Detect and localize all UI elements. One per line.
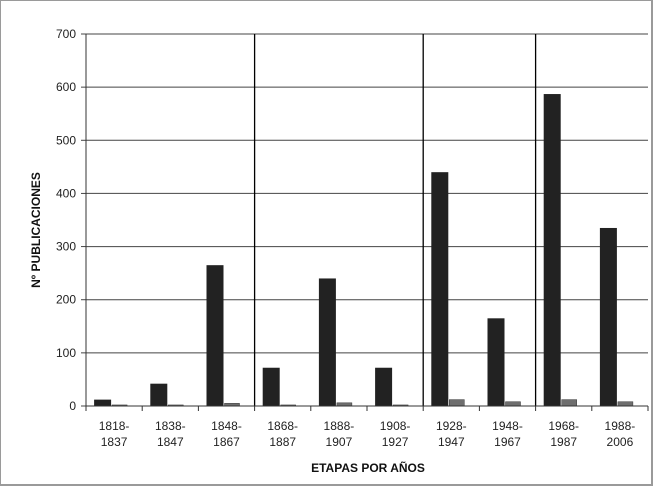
bar-series-2: [617, 401, 634, 407]
x-tick-label: 1968-1987: [548, 419, 579, 449]
y-tick-label: 300: [56, 240, 76, 254]
y-tick-label: 100: [56, 346, 76, 360]
x-tick-label: 1888-1907: [324, 419, 355, 449]
x-tick-label: 1948-1967: [492, 419, 523, 449]
y-tick-label: 400: [56, 186, 76, 200]
bar-series-1: [487, 318, 505, 406]
bar-series-1: [318, 278, 336, 406]
gridlines: [81, 33, 648, 407]
bar-series-2: [561, 399, 577, 407]
x-axis-tick-labels: 1818-1837 1838-1847 1848-1867 1868-1887 1888…: [99, 419, 636, 449]
x-tick-label: 1928-1947: [436, 419, 467, 449]
y-tick-label: 700: [56, 27, 76, 41]
x-tick-label: 1868-1887: [267, 419, 298, 449]
x-tick-label: 1988-2006: [605, 419, 636, 449]
axes: [85, 34, 649, 411]
bar-series-1: [599, 227, 617, 406]
y-tick-label: 600: [56, 80, 76, 94]
bar-series-1: [94, 399, 112, 406]
x-tick-label: 1818-1837: [99, 419, 130, 449]
bar-series-1: [206, 265, 224, 406]
stage-dividers: [253, 34, 537, 406]
y-axis-title: Nº PUBLICACIONES: [29, 172, 43, 288]
y-tick-label: 0: [69, 399, 76, 413]
x-axis-title: ETAPAS POR AÑOS: [311, 460, 425, 475]
x-tick-label: 1908-1927: [380, 419, 411, 449]
bar-series-1: [375, 367, 393, 406]
y-tick-label: 500: [56, 133, 76, 147]
bar-series-1: [543, 94, 561, 407]
bar-series-1: [431, 172, 449, 406]
x-tick-label: 1838-1847: [155, 419, 186, 449]
bar-series-2: [449, 399, 465, 407]
bar-series-2: [505, 401, 521, 407]
y-axis-tick-labels: 0 100 200 300 400 500 600 700: [56, 27, 76, 413]
y-tick-label: 200: [56, 293, 76, 307]
bar-series-1: [150, 383, 168, 406]
bars: [94, 94, 634, 407]
x-tick-label: 1848-1867: [211, 419, 242, 449]
bar-series-1: [262, 367, 280, 406]
